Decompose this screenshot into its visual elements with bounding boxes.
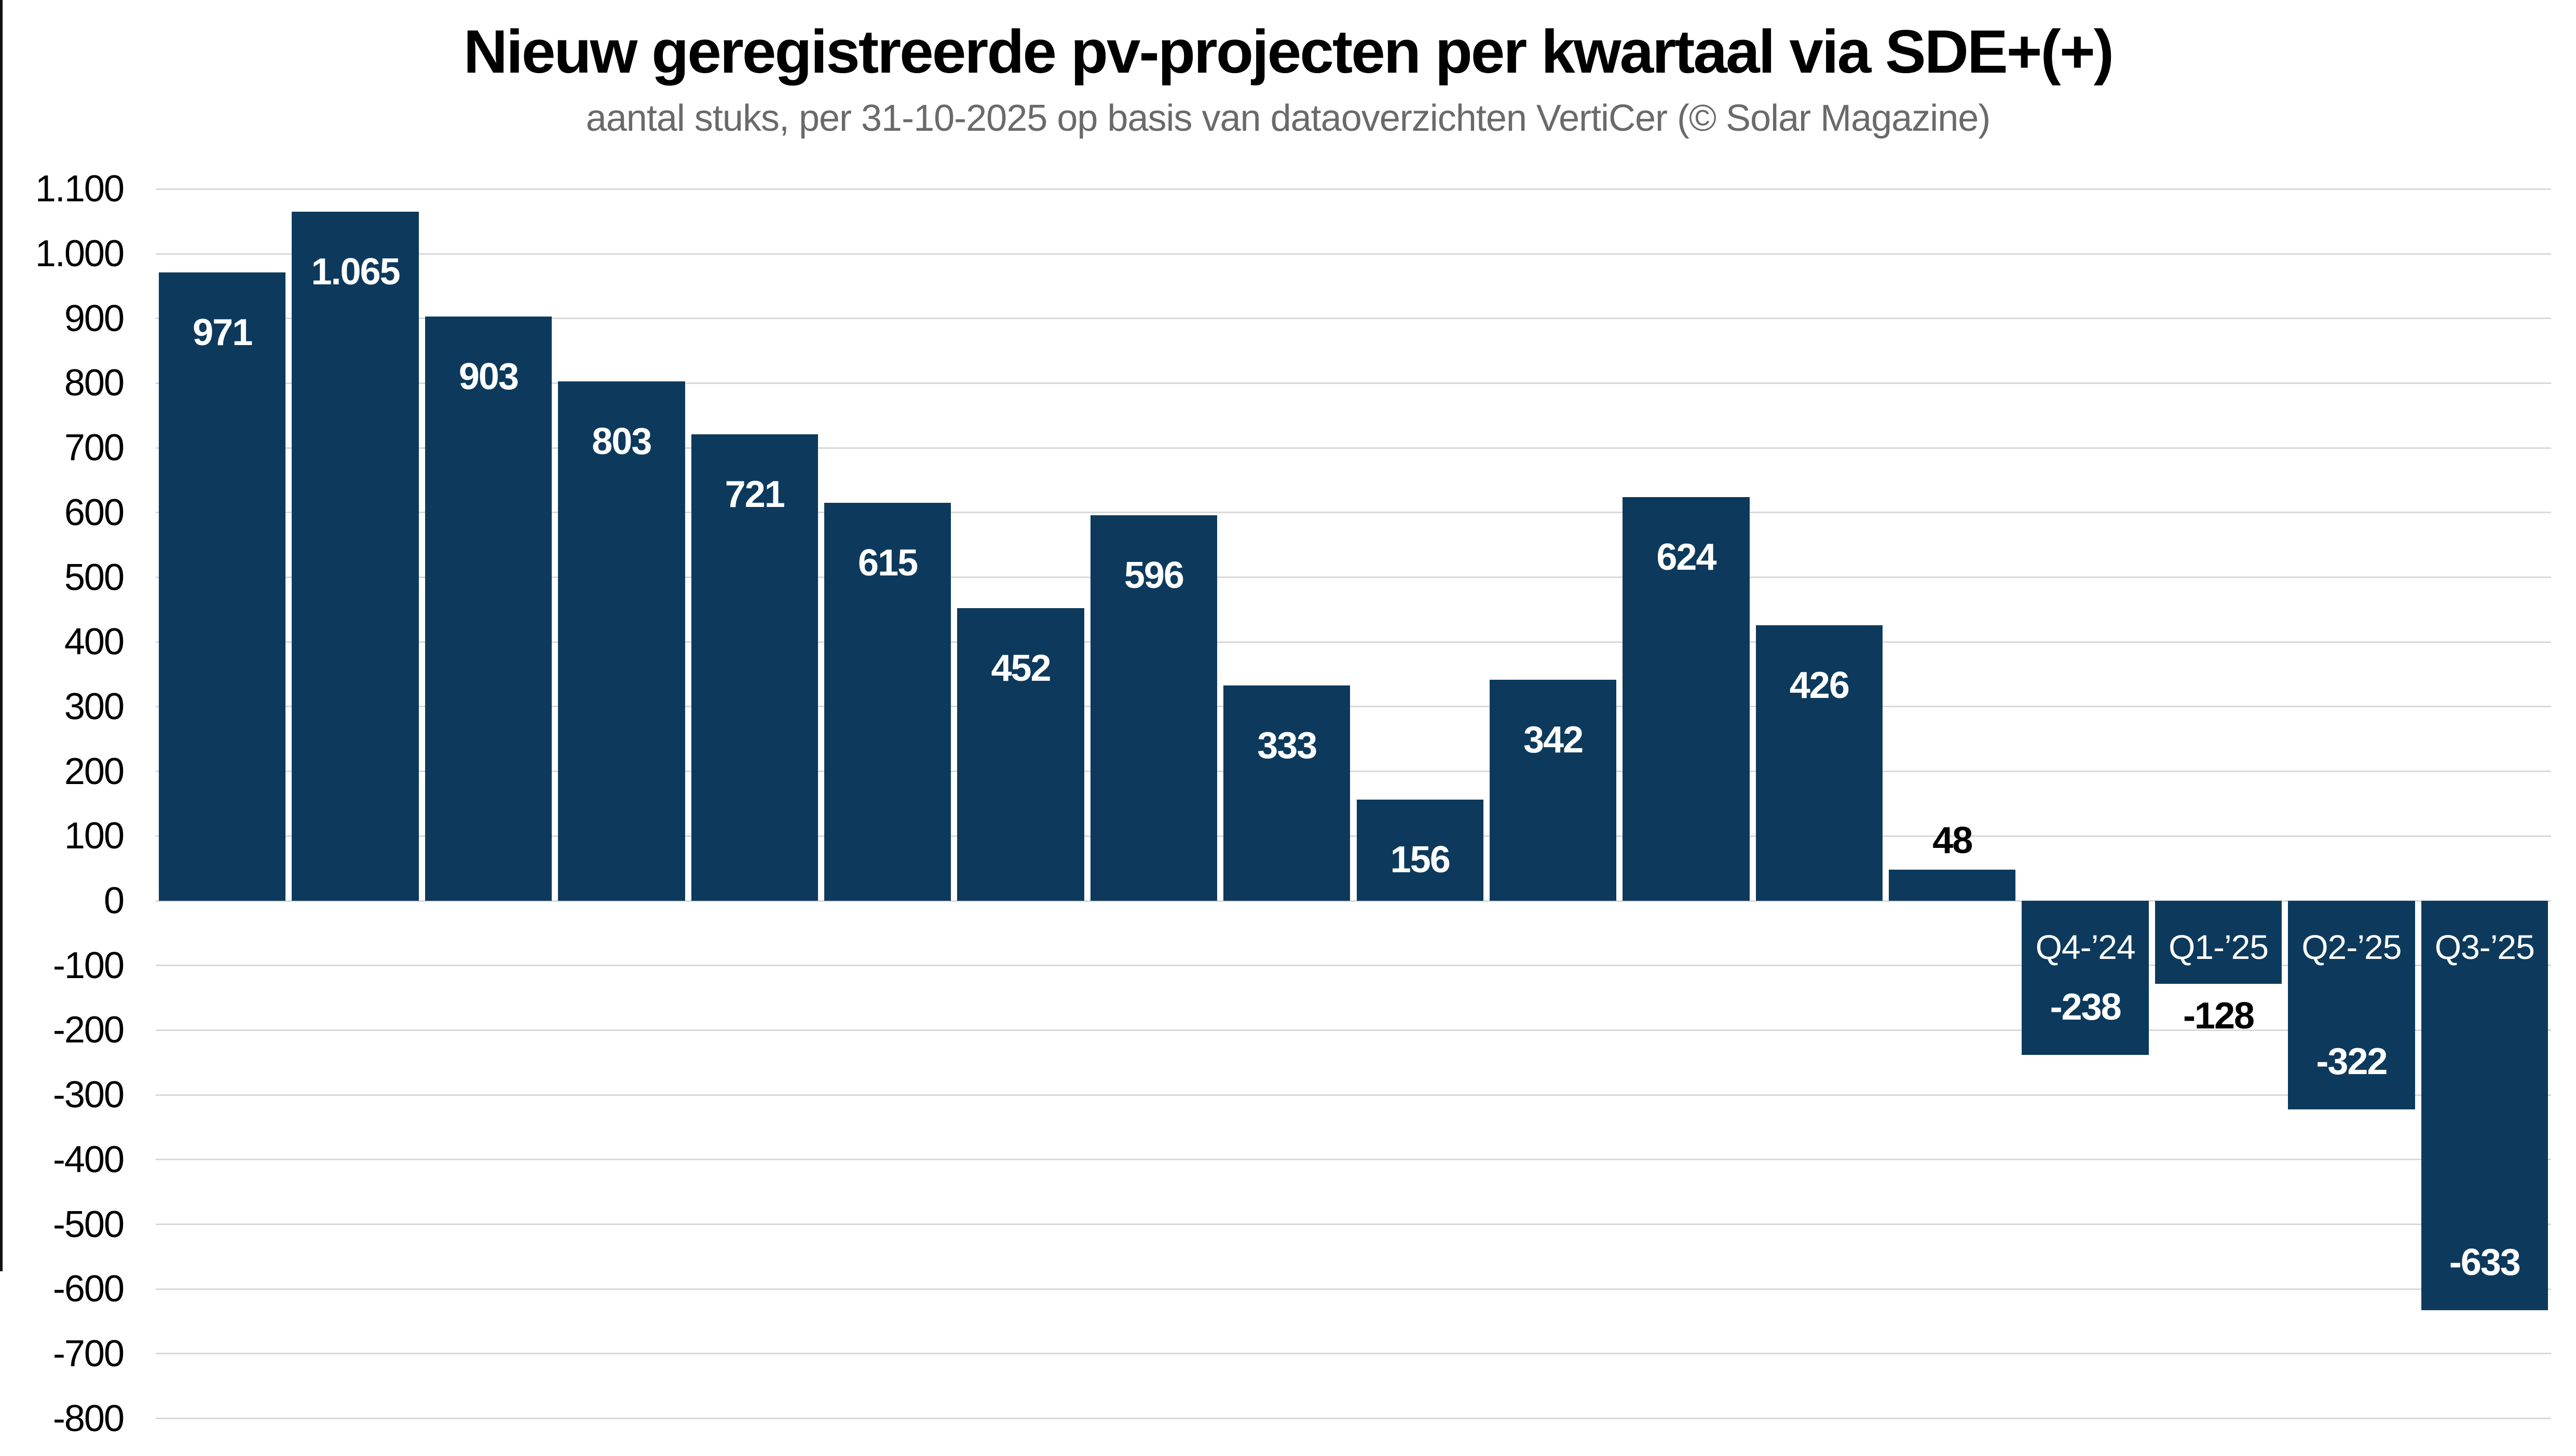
bar-value-label: -633 [2449,1242,2521,1284]
y-tick-label: 400 [64,621,125,663]
bar-value-label: 615 [858,542,918,584]
y-tick-label: 500 [64,556,125,598]
bar-value-label: 342 [1523,719,1584,761]
gridline [156,1418,2551,1420]
y-tick-label: -300 [52,1074,125,1116]
y-tick-label: 1.000 [35,233,125,274]
bar [691,434,818,901]
bar-category-label: Q3-’25 [2434,928,2535,966]
gridline [156,382,2551,384]
gridline [156,835,2551,837]
gridline [156,771,2551,773]
y-tick-label: 1.100 [35,168,125,210]
gridline [156,641,2551,643]
bar-value-label: -238 [2050,986,2122,1028]
gridline [156,253,2551,255]
gridline [156,1353,2551,1355]
y-tick-label: -800 [52,1397,125,1439]
bar [292,211,419,901]
gridline [156,1094,2551,1096]
bar [1223,685,1351,901]
y-tick-label: 0 [103,880,125,922]
bar [2421,901,2548,1311]
bar-value-label: 803 [592,420,652,462]
y-tick-label: 300 [64,685,125,727]
y-tick-label: 600 [64,491,125,533]
bar-value-label: 452 [991,648,1051,690]
bar [1090,515,1218,901]
y-tick-label: -700 [52,1333,125,1375]
bar-value-label: 624 [1656,536,1716,578]
bar-value-label: 48 [1932,820,1973,862]
chart-subtitle: aantal stuks, per 31-10-2025 op basis va… [585,98,1991,139]
bar-value-label: 596 [1124,554,1184,596]
bar [558,381,685,901]
gridline [156,1288,2551,1290]
y-tick-label: 200 [64,750,125,792]
bar [2155,901,2282,984]
gridline [156,900,2551,902]
y-tick-label: -400 [52,1138,125,1180]
y-tick-label: -600 [52,1268,125,1310]
bar [824,503,951,901]
bar [1755,625,1883,901]
bar [2288,901,2415,1109]
bar-value-label: 1.065 [311,251,400,293]
y-tick-label: -200 [52,1009,125,1051]
left-edge-line [0,0,3,1271]
bar-category-label: Q4-’24 [2035,928,2136,966]
bar [1489,679,1617,901]
bar-category-label: Q1-’25 [2168,928,2269,966]
gridline [156,1224,2551,1225]
bar-value-label: 426 [1789,664,1850,706]
y-tick-label: 700 [64,427,125,469]
bar-value-label: -128 [2183,995,2255,1037]
bar-value-label: 721 [725,473,785,515]
bar [957,608,1084,901]
gridline [156,318,2551,320]
gridline [156,512,2551,514]
bar [159,272,286,901]
chart-title: Nieuw geregistreerde pv-projecten per kw… [463,18,2114,86]
bar [2022,901,2149,1055]
gridline [156,447,2551,449]
bar-category-label: Q2-’25 [2301,928,2402,966]
y-tick-label: -500 [52,1203,125,1245]
y-tick-label: 900 [64,297,125,339]
gridline [156,1029,2551,1031]
bar-value-label: -322 [2316,1040,2388,1082]
bar [1623,497,1750,901]
gridline [156,576,2551,578]
bar [1356,800,1483,901]
bar-value-label: 333 [1257,724,1317,766]
y-tick-label: 100 [64,815,125,857]
gridline [156,965,2551,967]
gridline [156,1159,2551,1161]
gridline [156,706,2551,708]
bar-value-label: 156 [1390,839,1451,881]
bar-value-label: 971 [193,312,253,354]
bar-value-label: 903 [458,355,519,397]
y-tick-label: 800 [64,362,125,404]
y-tick-label: -100 [52,944,125,986]
bar [1889,870,2016,901]
bar [425,316,552,901]
gridline [156,188,2551,190]
